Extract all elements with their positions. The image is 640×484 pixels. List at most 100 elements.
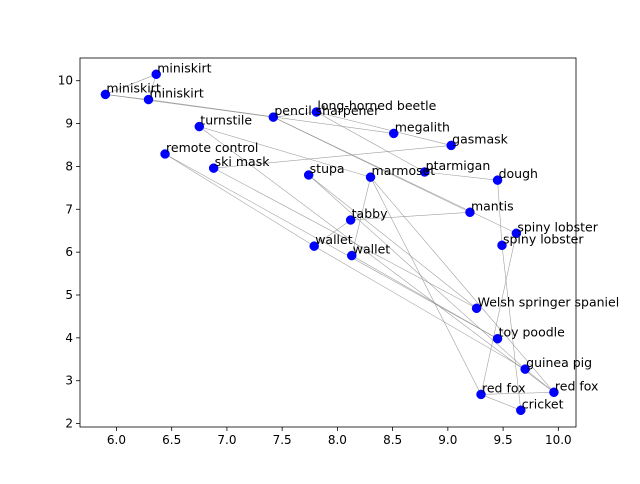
data-point bbox=[516, 405, 526, 416]
connection-line bbox=[497, 180, 503, 246]
connection-line bbox=[351, 177, 371, 256]
connection-line bbox=[370, 176, 555, 393]
data-point bbox=[511, 228, 522, 239]
connection-line bbox=[524, 368, 555, 393]
point-label: wallet bbox=[315, 232, 353, 247]
connection-line bbox=[370, 177, 482, 395]
connection-line bbox=[273, 116, 471, 213]
data-point bbox=[549, 387, 559, 398]
point-label: red fox bbox=[555, 378, 599, 393]
plot-frame bbox=[79, 57, 577, 428]
x-tick-label: 6.0 bbox=[107, 433, 126, 447]
y-tick-label: 7 bbox=[65, 202, 73, 216]
point-label: gasmask bbox=[452, 131, 508, 146]
connection-line bbox=[164, 153, 315, 247]
connection-line bbox=[314, 219, 351, 247]
point-label: ptarmigan bbox=[426, 158, 491, 173]
connection-line bbox=[480, 391, 554, 395]
x-tick-label: 8.5 bbox=[383, 433, 402, 447]
connection-line bbox=[316, 111, 452, 146]
connection-line bbox=[424, 171, 498, 181]
data-point bbox=[151, 69, 161, 80]
connection-line bbox=[273, 111, 317, 118]
data-point bbox=[268, 112, 279, 122]
data-point bbox=[446, 140, 456, 151]
point-label: cricket bbox=[522, 396, 564, 411]
x-tick-label: 9.0 bbox=[438, 433, 457, 447]
point-label: tabby bbox=[352, 206, 388, 221]
point-label: turnstile bbox=[200, 113, 252, 128]
point-label: miniskirt bbox=[149, 86, 203, 101]
point-label: dough bbox=[499, 166, 538, 181]
point-label: remote control bbox=[166, 140, 258, 155]
data-point bbox=[143, 94, 154, 105]
connection-line bbox=[314, 245, 526, 370]
connection-line bbox=[480, 233, 517, 395]
data-point bbox=[520, 364, 530, 374]
connection-line bbox=[501, 245, 522, 411]
x-tick-label: 7.5 bbox=[273, 433, 292, 447]
data-point bbox=[160, 149, 170, 159]
y-tick-label: 5 bbox=[65, 288, 73, 302]
point-label: wallet bbox=[353, 242, 391, 257]
point-label: spiny lobster bbox=[503, 231, 584, 246]
data-point bbox=[492, 333, 503, 344]
connection-line bbox=[308, 174, 477, 309]
data-point bbox=[388, 128, 399, 139]
data-point bbox=[345, 215, 356, 225]
data-point bbox=[309, 241, 319, 251]
point-label: spiny lobster bbox=[517, 219, 598, 234]
data-point bbox=[497, 240, 507, 251]
connection-line bbox=[199, 126, 555, 393]
point-label: miniskirt bbox=[106, 80, 160, 95]
connection-line bbox=[308, 174, 526, 370]
point-label: stupa bbox=[310, 161, 345, 176]
x-tick-label: 9.5 bbox=[494, 433, 513, 447]
data-point bbox=[347, 250, 357, 261]
data-point bbox=[465, 207, 475, 218]
data-point bbox=[419, 167, 430, 177]
point-label: long-horned beetle bbox=[317, 98, 436, 113]
data-point bbox=[194, 121, 205, 132]
data-point bbox=[303, 170, 314, 180]
connection-line bbox=[105, 94, 274, 118]
connection-line bbox=[213, 167, 477, 309]
y-tick-label: 6 bbox=[65, 245, 73, 259]
connection-lines bbox=[105, 74, 555, 411]
point-labels: miniskirtminiskirtminiskirtturnstilepenc… bbox=[106, 60, 619, 411]
point-label: marmoset bbox=[372, 163, 436, 178]
axes: 6.0 6.5 7.0 7.5 8.0 8.5 9.0 9.5 10.0 2 3 4 5 6 7 8 9 10 bbox=[58, 57, 577, 447]
y-tick-label: 10 bbox=[58, 74, 73, 88]
data-point bbox=[100, 89, 111, 100]
point-label: Welsh springer spaniel bbox=[478, 294, 620, 309]
x-tick-label: 10.0 bbox=[545, 433, 572, 447]
point-label: red fox bbox=[482, 380, 526, 395]
y-tick-label: 4 bbox=[65, 331, 73, 345]
connection-line bbox=[480, 394, 521, 411]
data-points bbox=[100, 69, 559, 416]
connection-line bbox=[316, 111, 425, 173]
connection-line bbox=[351, 255, 498, 339]
connection-line bbox=[213, 145, 452, 169]
x-tick-label: 7.0 bbox=[217, 433, 236, 447]
connection-line bbox=[164, 153, 498, 339]
point-label: miniskirt bbox=[157, 60, 211, 75]
data-point bbox=[365, 172, 376, 182]
point-label: guinea pig bbox=[526, 355, 592, 370]
connection-line bbox=[350, 211, 470, 221]
point-label: mantis bbox=[471, 198, 514, 213]
point-label: ski mask bbox=[215, 154, 271, 169]
x-tick-label: 8.0 bbox=[328, 433, 347, 447]
y-tick-label: 2 bbox=[65, 417, 73, 431]
data-point bbox=[492, 175, 503, 185]
y-tick-label: 9 bbox=[65, 117, 73, 131]
point-label: toy poodle bbox=[499, 325, 566, 340]
y-tick-label: 3 bbox=[65, 374, 73, 388]
connection-line bbox=[105, 74, 157, 95]
x-tick-label: 6.5 bbox=[162, 433, 181, 447]
point-label: pencil sharpener bbox=[274, 103, 380, 118]
point-label: megalith bbox=[395, 119, 450, 134]
data-point bbox=[471, 303, 482, 314]
